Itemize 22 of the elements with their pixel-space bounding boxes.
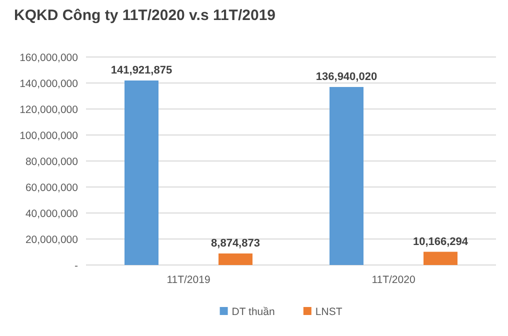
y-tick-label: - xyxy=(74,260,78,272)
y-tick-label: 20,000,000 xyxy=(25,234,78,246)
y-tick-label: 60,000,000 xyxy=(25,182,78,194)
y-tick-label: 160,000,000 xyxy=(20,52,78,64)
bar xyxy=(218,253,252,265)
y-tick-label: 120,000,000 xyxy=(20,104,78,116)
x-tick-label: 11T/2020 xyxy=(372,274,416,286)
chart-title: KQKD Công ty 11T/2020 v.s 11T/2019 xyxy=(14,7,276,24)
x-tick-label: 11T/2019 xyxy=(166,274,210,286)
y-tick-label: 100,000,000 xyxy=(20,130,78,142)
data-label: 136,940,020 xyxy=(316,70,378,83)
bar xyxy=(330,86,364,265)
data-label: 10,166,294 xyxy=(412,236,469,248)
y-tick-label: 40,000,000 xyxy=(25,208,78,220)
y-tick-label: 140,000,000 xyxy=(20,78,78,90)
legend-label: DT thuần xyxy=(232,306,275,318)
bar xyxy=(424,252,458,265)
data-label: 141,921,875 xyxy=(110,64,172,76)
legend-label: LNST xyxy=(315,306,343,318)
bar xyxy=(124,80,158,265)
data-label: 8,874,873 xyxy=(211,237,260,250)
y-tick-label: 80,000,000 xyxy=(25,156,78,168)
